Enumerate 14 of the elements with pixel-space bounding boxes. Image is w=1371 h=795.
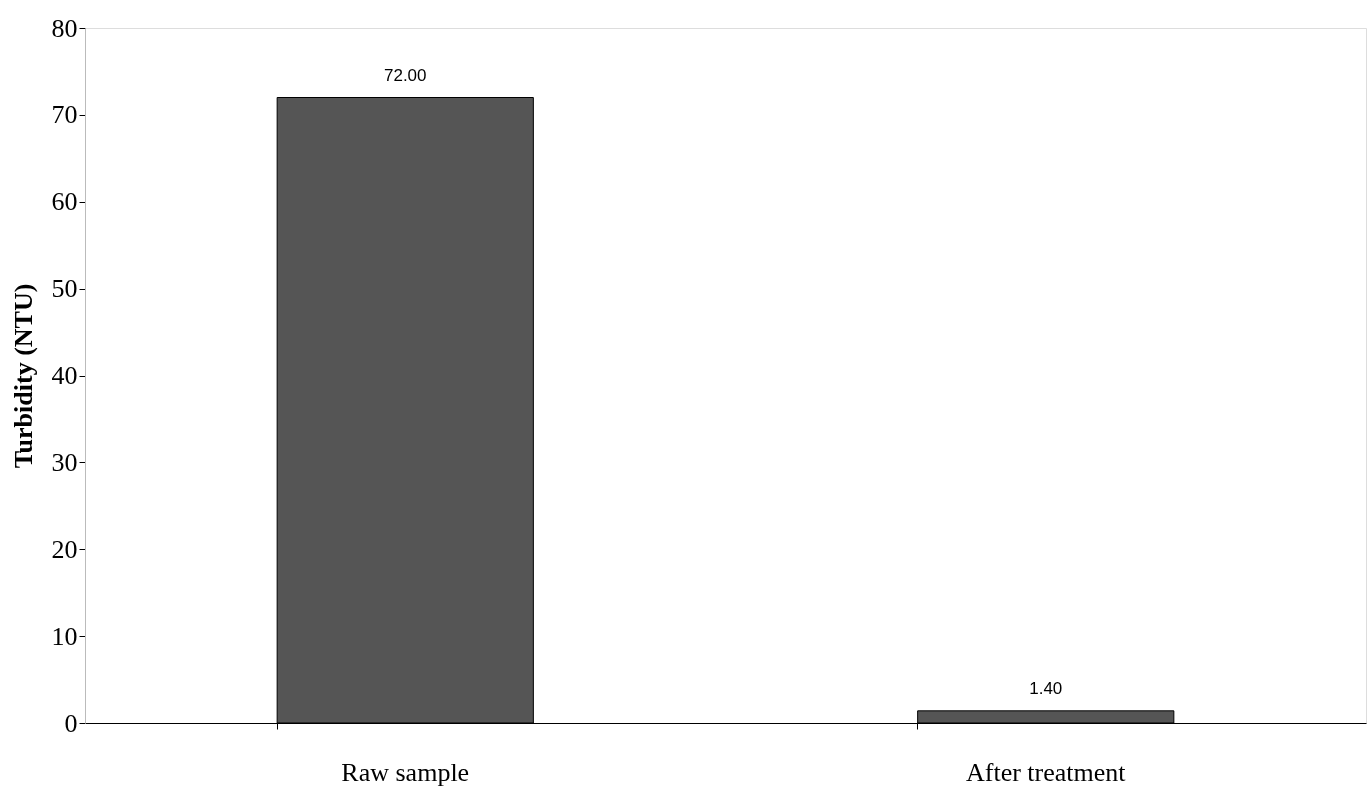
y-tick-label: 50: [51, 274, 78, 304]
data-label: 1.40: [1029, 678, 1063, 698]
y-tick-label: 0: [64, 708, 78, 738]
x-tick-label: After treatment: [965, 757, 1127, 787]
y-tick-label: 40: [51, 361, 78, 390]
y-tick-label: 20: [51, 534, 78, 564]
y-tick-label: 70: [51, 100, 78, 130]
data-label: 72.00: [383, 65, 427, 85]
x-tick-label: Raw sample: [341, 757, 470, 787]
y-tick-label: 80: [51, 13, 78, 43]
y-axis-title: Turbidity (NTU): [8, 283, 38, 469]
y-tick-label: 10: [51, 621, 78, 651]
y-tick-label: 60: [51, 187, 78, 217]
y-tick-label: 30: [51, 447, 78, 477]
